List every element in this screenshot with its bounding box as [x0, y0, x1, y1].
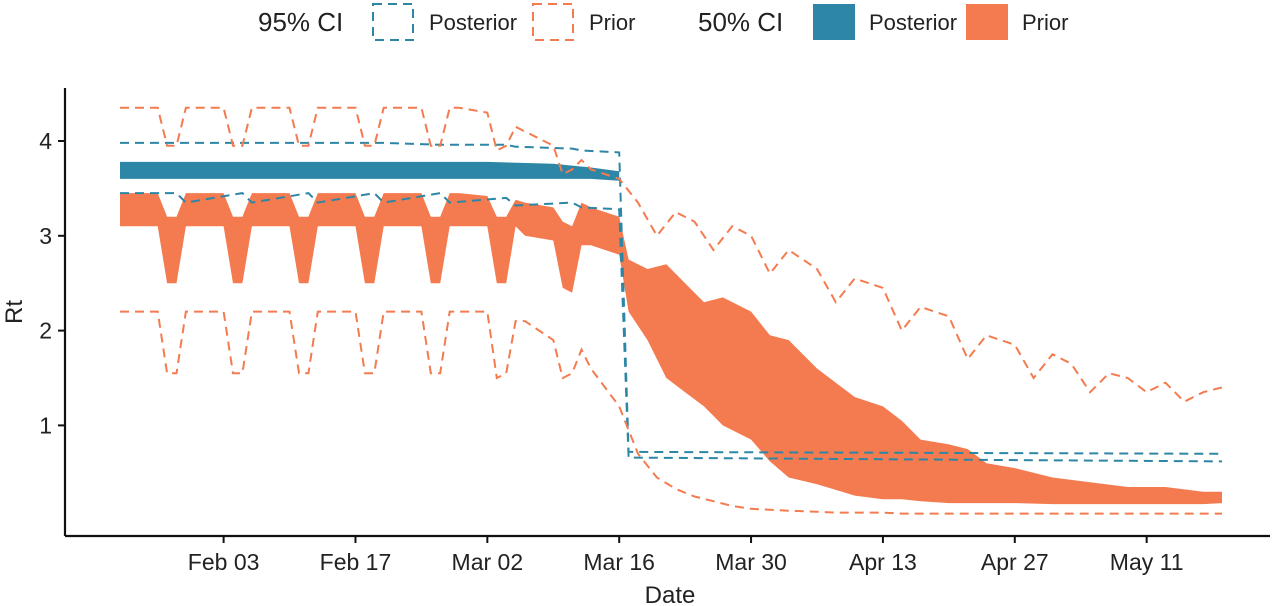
legend-key-50-posterior: [813, 4, 855, 40]
x-axis-ticks: Feb 03 Feb 17 Mar 02 Mar 16 Mar 30 Apr 13 Apr …: [188, 536, 1184, 575]
x-tick-label: May 11: [1110, 549, 1184, 575]
plot-area: [120, 106, 1223, 515]
legend-key-95-posterior: [372, 3, 414, 41]
legend-label-posterior: Posterior: [869, 10, 957, 35]
legend-label-posterior: Posterior: [429, 10, 517, 35]
band-prior-50-ci: [120, 193, 1222, 505]
y-tick-label: 2: [39, 318, 52, 344]
x-tick-label: Mar 16: [583, 549, 655, 575]
y-axis-ticks: 1 2 3 4: [39, 128, 65, 438]
axes: [63, 88, 1270, 538]
x-axis-title: Date: [645, 582, 696, 606]
x-tick-label: Apr 27: [981, 549, 1049, 575]
band-posterior-50-ci: [120, 161, 620, 181]
band-prior-95-ci-upper: [120, 106, 1223, 403]
x-tick-label: Mar 30: [715, 549, 787, 575]
x-tick-label: Feb 03: [188, 549, 260, 575]
legend-key-50-prior: [966, 4, 1008, 40]
x-tick-label: Mar 02: [452, 549, 524, 575]
legend-label-prior: Prior: [589, 10, 635, 35]
legend-label-prior: Prior: [1022, 10, 1068, 35]
legend: 95% CI Posterior Prior 50% CI Posterior Prior: [258, 3, 1068, 41]
legend-title: 50% CI: [698, 7, 783, 37]
x-tick-label: Apr 13: [849, 549, 917, 575]
y-tick-label: 4: [39, 128, 52, 154]
x-tick-label: Feb 17: [320, 549, 392, 575]
y-tick-label: 3: [39, 223, 52, 249]
legend-title: 95% CI: [258, 7, 343, 37]
y-tick-label: 1: [39, 412, 52, 438]
legend-key-95-prior: [532, 3, 574, 41]
y-axis-title: Rt: [1, 300, 28, 324]
band-prior-95-ci-lower: [120, 310, 1222, 515]
